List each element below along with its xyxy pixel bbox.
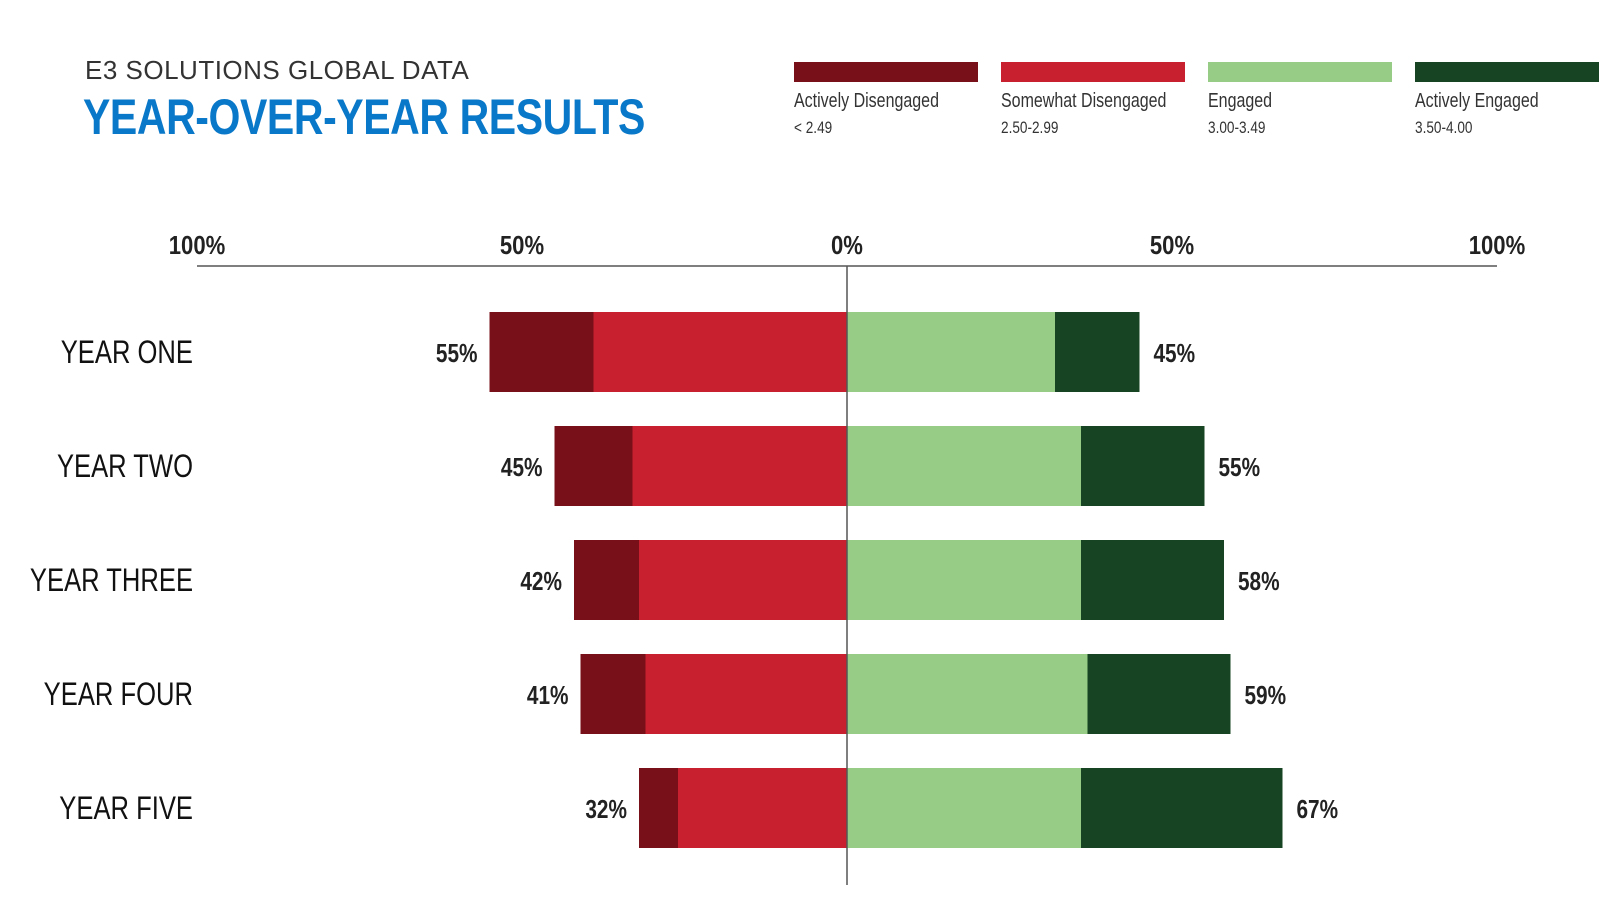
bar-segment-engaged <box>847 654 1088 734</box>
bar-segment-actively-disengaged <box>580 654 646 734</box>
chart-title: YEAR-OVER-YEAR RESULTS <box>83 89 646 145</box>
bar-segment-somewhat-disengaged <box>593 312 847 392</box>
x-axis-tick-label: 50% <box>500 231 544 260</box>
bar-segment-engaged <box>847 312 1055 392</box>
category-label: YEAR THREE <box>30 563 193 598</box>
x-axis-tick-label: 100% <box>169 231 225 260</box>
category-label: YEAR TWO <box>57 449 193 484</box>
legend-swatch-actively-engaged <box>1415 62 1599 82</box>
legend-item-actively-disengaged: Actively Disengaged < 2.49 <box>794 62 984 138</box>
bar-segment-actively-engaged <box>1087 654 1231 734</box>
data-label-negative-total: 41% <box>527 681 569 710</box>
data-label-negative-total: 55% <box>436 339 478 368</box>
chart-kicker: E3 SOLUTIONS GLOBAL DATA <box>85 55 470 85</box>
data-label-positive-total: 67% <box>1297 795 1339 824</box>
bar-segment-somewhat-disengaged <box>645 654 847 734</box>
legend-swatch-somewhat-disengaged <box>1001 62 1185 82</box>
data-label-positive-total: 58% <box>1238 567 1280 596</box>
legend-label: Somewhat Disengaged <box>1001 90 1167 112</box>
bar-segment-actively-engaged <box>1081 426 1205 506</box>
bar-segment-actively-disengaged <box>554 426 633 506</box>
x-axis-tick-label: 50% <box>1150 231 1194 260</box>
legend-swatch-actively-disengaged <box>794 62 978 82</box>
bar-segment-actively-disengaged <box>639 768 678 848</box>
legend-range: 3.00-3.49 <box>1208 118 1266 137</box>
data-label-negative-total: 45% <box>501 453 543 482</box>
category-label: YEAR ONE <box>61 335 193 370</box>
bar-segment-engaged <box>847 768 1081 848</box>
bar-segment-actively-engaged <box>1055 312 1140 392</box>
legend-item-actively-engaged: Actively Engaged 3.50-4.00 <box>1415 62 1605 138</box>
bar-segment-actively-engaged <box>1081 768 1283 848</box>
x-axis-tick-label: 100% <box>1469 231 1525 260</box>
legend-label: Engaged <box>1208 90 1273 112</box>
bar-segment-actively-disengaged <box>574 540 639 620</box>
legend-range: 3.50-4.00 <box>1415 118 1473 137</box>
bar-segment-engaged <box>847 426 1081 506</box>
legend-swatch-engaged <box>1208 62 1392 82</box>
bar-segment-engaged <box>847 540 1081 620</box>
bar-segment-actively-disengaged <box>489 312 594 392</box>
category-label: YEAR FOUR <box>44 677 193 712</box>
legend-label: Actively Disengaged <box>794 90 939 112</box>
data-label-positive-total: 59% <box>1245 681 1287 710</box>
legend-range: < 2.49 <box>794 118 833 137</box>
legend-item-engaged: Engaged 3.00-3.49 <box>1208 62 1398 138</box>
bar-segment-somewhat-disengaged <box>639 540 847 620</box>
legend-label: Actively Engaged <box>1415 90 1539 112</box>
x-axis-tick-label: 0% <box>831 231 863 260</box>
legend-range: 2.50-2.99 <box>1001 118 1059 137</box>
data-label-positive-total: 55% <box>1219 453 1261 482</box>
data-label-negative-total: 32% <box>585 795 627 824</box>
category-label: YEAR FIVE <box>59 791 193 826</box>
legend-item-somewhat-disengaged: Somewhat Disengaged 2.50-2.99 <box>1001 62 1191 138</box>
bar-segment-somewhat-disengaged <box>678 768 847 848</box>
data-label-negative-total: 42% <box>520 567 562 596</box>
bar-segment-actively-engaged <box>1081 540 1224 620</box>
data-label-positive-total: 45% <box>1154 339 1196 368</box>
bar-segment-somewhat-disengaged <box>632 426 847 506</box>
